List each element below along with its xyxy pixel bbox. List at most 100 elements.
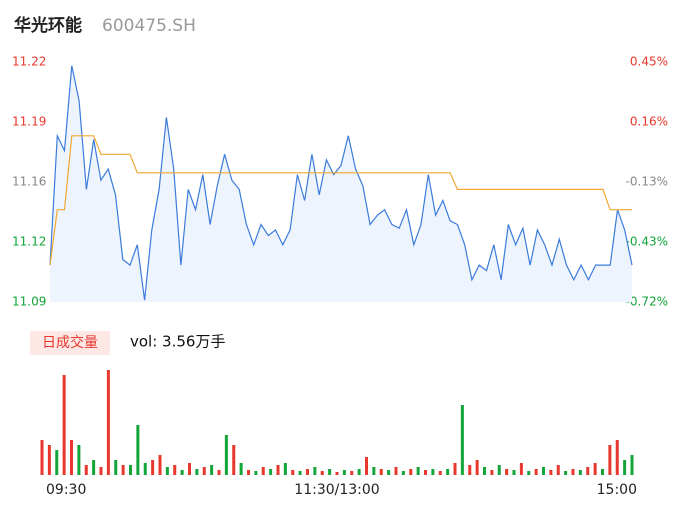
volume-bar: [446, 469, 450, 475]
y-tick-label: 11.19: [12, 115, 46, 129]
volume-bar: [173, 465, 177, 475]
volume-bar: [180, 470, 184, 475]
volume-bar: [335, 472, 339, 475]
volume-bar: [306, 469, 309, 475]
volume-bar: [527, 471, 531, 475]
volume-bar: [549, 470, 553, 475]
price-line: [49, 65, 633, 301]
y2-tick-label: -0.43%: [626, 235, 668, 249]
volume-bar: [519, 463, 523, 475]
volume-bar: [483, 467, 486, 475]
volume-bar: [47, 445, 51, 475]
volume-bar: [276, 465, 280, 475]
volume-bar: [593, 463, 597, 475]
volume-bar: [232, 445, 236, 475]
volume-bar: [224, 435, 228, 475]
volume-bar: [608, 445, 612, 475]
volume-bar: [372, 467, 376, 475]
volume-bar: [55, 450, 59, 475]
stock-code: 600475.SH: [102, 16, 196, 36]
volume-bar: [106, 370, 110, 475]
volume-bar: [475, 460, 479, 475]
volume-bar: [342, 470, 346, 475]
volume-bar: [453, 463, 457, 475]
volume-total: vol: 3.56万手: [130, 333, 225, 351]
y2-tick-label: -0.72%: [626, 295, 668, 309]
volume-bar: [136, 425, 140, 475]
volume-bar: [129, 465, 132, 475]
y2-tick-label: 0.16%: [630, 115, 668, 129]
volume-bar: [121, 465, 125, 475]
volume-bar: [254, 471, 258, 475]
y2-tick-label: 0.45%: [630, 55, 668, 69]
x-tick-label: 15:00: [597, 482, 637, 498]
volume-bar: [556, 465, 560, 475]
volume-bar: [70, 440, 73, 475]
volume-bar: [586, 467, 590, 475]
volume-bar: [239, 463, 243, 475]
average-line: [49, 135, 632, 266]
stock-name: 华光环能: [14, 15, 82, 36]
volume-bar: [505, 469, 509, 475]
volume-bar: [313, 467, 317, 475]
y2-tick-label: -0.13%: [626, 175, 668, 189]
volume-button-bg[interactable]: [30, 331, 110, 355]
volume-bar: [143, 463, 147, 475]
volume-bar: [99, 467, 103, 475]
volume-bar: [630, 455, 634, 475]
volume-bar: [416, 467, 420, 475]
x-tick-label: 11:30/13:00: [294, 482, 379, 498]
volume-bar: [92, 460, 96, 475]
volume-bar: [468, 465, 472, 475]
volume-bar: [490, 470, 494, 475]
volume-bar: [77, 445, 81, 475]
volume-bar: [497, 465, 501, 475]
price-area: [50, 65, 632, 302]
y-tick-label: 11.09: [12, 295, 46, 309]
volume-bar: [269, 469, 273, 475]
volume-bar: [578, 470, 582, 475]
y-tick-label: 11.16: [12, 175, 46, 189]
volume-bar: [387, 470, 391, 475]
volume-bar: [151, 460, 155, 475]
volume-bar: [460, 405, 464, 475]
volume-bar: [328, 469, 332, 475]
volume-bar: [534, 469, 538, 475]
volume-bar: [165, 467, 169, 475]
volume-bar: [210, 465, 214, 475]
volume-bar: [401, 471, 405, 475]
volume-bar: [188, 463, 191, 475]
volume-bar: [431, 469, 435, 475]
volume-bar: [247, 470, 250, 475]
volume-bar: [283, 463, 287, 475]
volume-bar: [512, 470, 516, 475]
volume-bar: [438, 471, 442, 475]
volume-bar: [114, 460, 118, 475]
volume-button[interactable]: 日成交量: [42, 334, 98, 351]
volume-bar: [564, 471, 568, 475]
volume-bar: [615, 440, 619, 475]
volume-bar: [84, 465, 88, 475]
volume-bar: [379, 469, 383, 475]
volume-bar: [409, 469, 413, 475]
volume-bar: [217, 470, 221, 475]
volume-bar: [601, 469, 604, 475]
volume-bar: [62, 375, 66, 475]
volume-bar: [261, 467, 265, 475]
y-tick-label: 11.22: [12, 55, 46, 69]
volume-bar: [424, 470, 427, 475]
volume-bar: [357, 469, 361, 475]
volume-bar: [298, 471, 302, 475]
y-tick-label: 11.12: [12, 235, 46, 249]
volume-bar: [202, 467, 206, 475]
volume-bar: [195, 469, 199, 475]
volume-bar: [158, 455, 162, 475]
volume-bar: [571, 469, 575, 475]
volume-bar: [542, 467, 545, 475]
volume-bar: [40, 440, 44, 475]
volume-bar: [320, 471, 324, 475]
volume-bar: [623, 460, 627, 475]
volume-bar: [350, 471, 354, 475]
x-tick-label: 09:30: [46, 482, 86, 498]
